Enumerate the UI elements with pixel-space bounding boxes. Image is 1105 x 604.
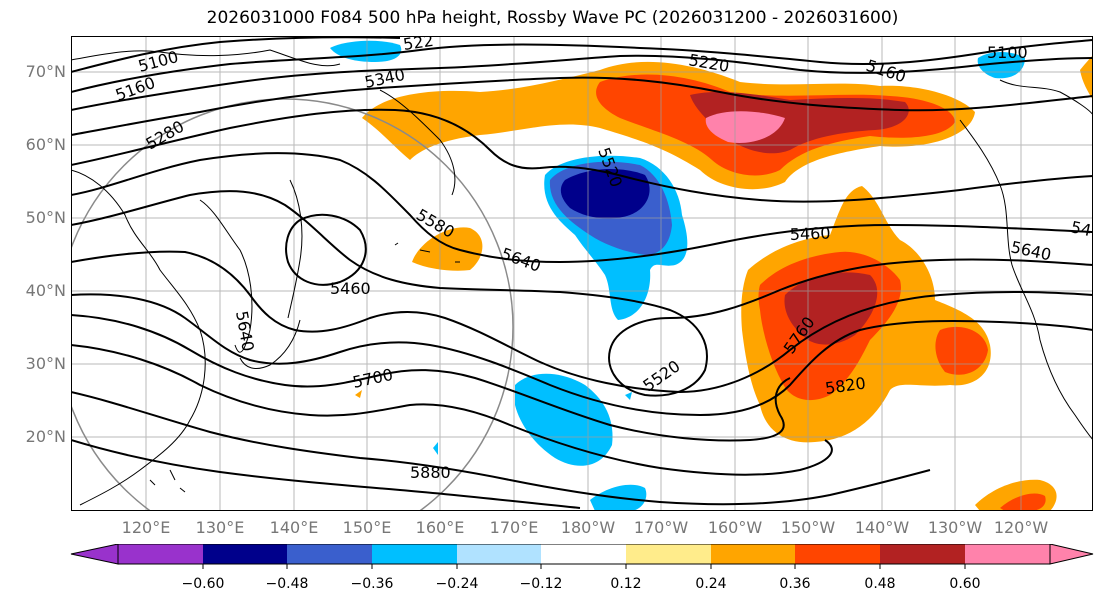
lat-label-20n: 20°N <box>25 427 66 446</box>
lon-label-120w: 120°W <box>993 518 1049 537</box>
colorbar-swatch <box>457 544 541 564</box>
colorbar-swatch <box>626 544 711 564</box>
lat-label-40n: 40°N <box>25 281 66 300</box>
lon-label-130w: 130°W <box>927 518 983 537</box>
colorbar-tick-label: 0.60 <box>949 576 981 592</box>
colorbar-tick-label: 0.12 <box>610 576 642 592</box>
lon-label-160e: 160°E <box>415 518 465 537</box>
colorbar-tick-label: −0.36 <box>350 576 394 592</box>
colorbar-swatch <box>880 544 965 564</box>
colorbar-tick-label: −0.12 <box>519 576 563 592</box>
lon-label-150w: 150°W <box>780 518 836 537</box>
map-frame <box>71 36 1093 511</box>
colorbar-swatch <box>965 544 1050 564</box>
lon-label-120e: 120°E <box>121 518 171 537</box>
colorbar-tick-label: 0.48 <box>864 576 896 592</box>
colorbar-tick-label: −0.48 <box>265 576 309 592</box>
lon-label-170w: 170°W <box>633 518 689 537</box>
lon-label-170e: 170°E <box>489 518 539 537</box>
contour-label: 5460 <box>789 224 830 244</box>
colorbar-tick-label: −0.24 <box>435 576 479 592</box>
height-contours <box>71 36 1093 509</box>
lat-label-30n: 30°N <box>25 354 66 373</box>
colorbar-extend-high <box>1049 544 1094 565</box>
lat-label-50n: 50°N <box>25 208 66 227</box>
lon-label-130e: 130°E <box>195 518 245 537</box>
contour-label: 5880 <box>410 463 451 482</box>
contour-label: 54 <box>1069 217 1093 240</box>
colorbar-tick-label: −0.60 <box>181 576 225 592</box>
positive-anomaly-central <box>412 227 483 271</box>
chart-title: 2026031000 F084 500 hPa height, Rossby W… <box>206 8 899 28</box>
reference-circle <box>71 98 514 511</box>
contour-label: 5100 <box>987 43 1028 62</box>
colorbar-swatch <box>372 544 457 564</box>
colorbar-swatch <box>203 544 287 564</box>
colorbar-swatch <box>795 544 880 564</box>
colorbar-swatch <box>287 544 372 564</box>
lon-label-140w: 140°W <box>854 518 910 537</box>
lon-label-140e: 140°E <box>269 518 319 537</box>
lon-label-160w: 160°W <box>707 518 763 537</box>
colorbar-swatch <box>118 544 203 564</box>
colorbar <box>70 544 1094 569</box>
colorbar-swatch <box>711 544 795 564</box>
lat-label-70n: 70°N <box>25 62 66 81</box>
colorbar-swatch <box>541 544 626 564</box>
lon-label-150e: 150°E <box>342 518 392 537</box>
colorbar-tick-label: 0.36 <box>779 576 811 592</box>
graticule <box>71 36 1093 511</box>
colorbar-extend-low <box>70 544 119 565</box>
contour-label: 522 <box>402 31 435 54</box>
colorbar-tick-label: 0.24 <box>695 576 727 592</box>
contour-label: 5460 <box>330 279 371 298</box>
lon-label-180w: 180°W <box>560 518 616 537</box>
lat-label-60n: 60°N <box>25 135 66 154</box>
